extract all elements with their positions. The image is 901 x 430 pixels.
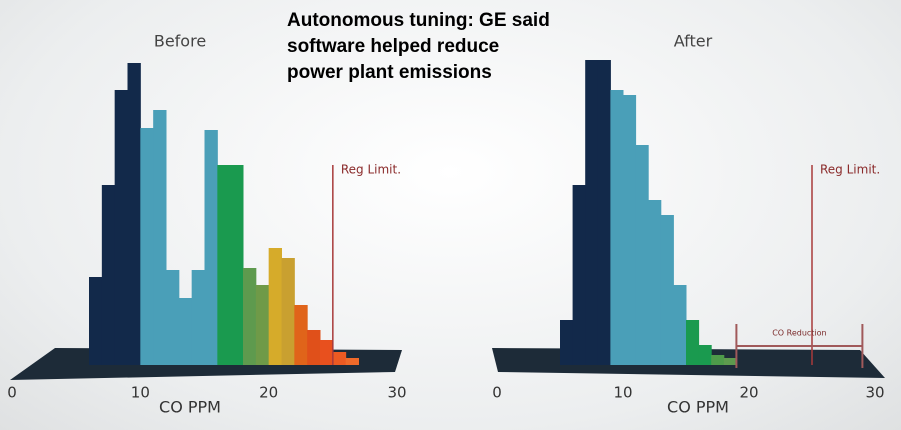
bar xyxy=(572,185,586,365)
bar xyxy=(320,340,334,365)
bar xyxy=(345,358,359,365)
bar xyxy=(243,268,257,365)
annotation: Reg Limit. xyxy=(341,163,401,177)
bar xyxy=(217,165,231,365)
bar xyxy=(127,63,141,365)
bar xyxy=(307,330,321,365)
x-tick-label: 0 xyxy=(7,384,17,402)
bar xyxy=(597,60,611,365)
chart-title: After xyxy=(674,32,713,51)
bar xyxy=(610,90,624,365)
bar xyxy=(153,110,167,365)
x-tick-label: 30 xyxy=(387,384,406,402)
bar xyxy=(281,258,295,365)
bar xyxy=(332,352,347,365)
page-title: Autonomous tuning: GE said software help… xyxy=(287,10,550,83)
chart-title: Before xyxy=(154,32,206,51)
bar xyxy=(723,358,737,365)
bar xyxy=(101,185,116,365)
bar xyxy=(191,270,205,365)
bar xyxy=(623,95,637,365)
bar xyxy=(686,320,700,365)
bar xyxy=(585,60,599,365)
bar xyxy=(204,130,218,365)
x-axis-label: CO PPM xyxy=(159,398,221,417)
x-tick-label: 20 xyxy=(739,384,758,402)
bar xyxy=(268,248,282,365)
bar xyxy=(294,305,308,365)
bar xyxy=(673,285,687,365)
x-tick-label: 30 xyxy=(865,384,884,402)
bar xyxy=(711,355,725,365)
annotation: Reg Limit. xyxy=(820,163,880,177)
x-tick-label: 20 xyxy=(259,384,278,402)
bar xyxy=(166,270,180,365)
x-tick-label: 10 xyxy=(613,384,632,402)
x-tick-label: 10 xyxy=(131,384,150,402)
bar xyxy=(230,165,244,365)
bar xyxy=(114,90,128,365)
x-tick-label: 0 xyxy=(492,384,502,402)
bar xyxy=(648,200,662,365)
bar xyxy=(255,285,270,365)
bar xyxy=(89,277,103,365)
bar xyxy=(660,215,674,365)
bar xyxy=(635,145,649,365)
bar xyxy=(140,128,154,365)
bar xyxy=(178,298,193,365)
bar xyxy=(698,345,712,365)
annotation: CO Reduction xyxy=(772,329,826,338)
x-axis-label: CO PPM xyxy=(667,398,729,417)
bar xyxy=(560,320,574,365)
